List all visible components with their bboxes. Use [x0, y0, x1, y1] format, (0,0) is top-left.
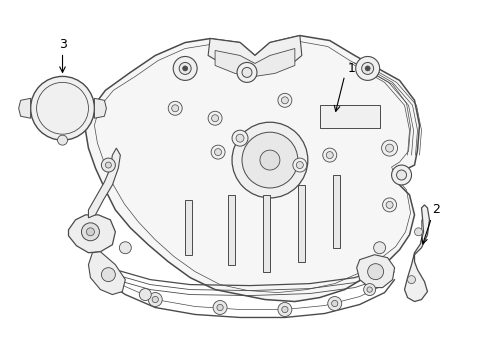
Circle shape [236, 134, 244, 142]
Circle shape [323, 148, 337, 162]
Circle shape [57, 135, 68, 145]
Circle shape [368, 264, 384, 280]
Circle shape [293, 158, 307, 172]
Circle shape [326, 152, 333, 159]
Circle shape [232, 130, 248, 146]
Circle shape [237, 62, 257, 82]
Polygon shape [357, 255, 394, 288]
Polygon shape [69, 215, 115, 253]
Circle shape [139, 289, 151, 301]
Circle shape [260, 150, 280, 170]
Polygon shape [89, 148, 121, 218]
Circle shape [392, 165, 412, 185]
Circle shape [172, 105, 179, 112]
Polygon shape [89, 252, 125, 294]
Circle shape [148, 293, 162, 306]
Circle shape [356, 57, 380, 80]
Circle shape [173, 57, 197, 80]
Polygon shape [185, 200, 192, 255]
Circle shape [211, 145, 225, 159]
Circle shape [101, 158, 115, 172]
Circle shape [364, 284, 376, 296]
Polygon shape [298, 185, 305, 262]
Polygon shape [95, 98, 106, 118]
Polygon shape [19, 98, 30, 118]
Circle shape [332, 300, 338, 307]
Circle shape [86, 228, 95, 236]
Circle shape [281, 97, 289, 104]
Circle shape [278, 302, 292, 316]
Circle shape [183, 66, 188, 71]
Circle shape [415, 228, 422, 236]
Circle shape [367, 287, 372, 292]
Circle shape [152, 296, 158, 303]
Text: 3: 3 [59, 38, 67, 51]
Polygon shape [263, 195, 270, 272]
Circle shape [101, 268, 115, 282]
Circle shape [365, 66, 370, 71]
Circle shape [217, 304, 223, 311]
Circle shape [386, 144, 393, 152]
Circle shape [278, 93, 292, 107]
Circle shape [242, 132, 298, 188]
Text: 2: 2 [433, 203, 441, 216]
Circle shape [282, 306, 288, 312]
Text: 1: 1 [348, 62, 356, 75]
Circle shape [168, 101, 182, 115]
Circle shape [213, 301, 227, 315]
Circle shape [179, 62, 191, 75]
Polygon shape [333, 175, 340, 248]
Polygon shape [85, 36, 419, 302]
Circle shape [362, 62, 374, 75]
Circle shape [374, 242, 386, 254]
Circle shape [212, 115, 219, 122]
Polygon shape [228, 195, 235, 265]
Circle shape [215, 149, 221, 156]
Circle shape [105, 162, 111, 168]
Polygon shape [215, 49, 295, 76]
Polygon shape [405, 205, 429, 302]
Circle shape [81, 223, 99, 241]
Circle shape [296, 162, 303, 168]
Circle shape [242, 67, 252, 77]
Circle shape [328, 297, 342, 310]
Circle shape [396, 170, 407, 180]
Circle shape [208, 111, 222, 125]
Polygon shape [320, 105, 380, 128]
Circle shape [232, 122, 308, 198]
Circle shape [386, 201, 393, 208]
Circle shape [30, 76, 95, 140]
Circle shape [408, 276, 416, 284]
Circle shape [383, 198, 396, 212]
Circle shape [120, 242, 131, 254]
Polygon shape [208, 36, 302, 68]
Circle shape [382, 140, 397, 156]
